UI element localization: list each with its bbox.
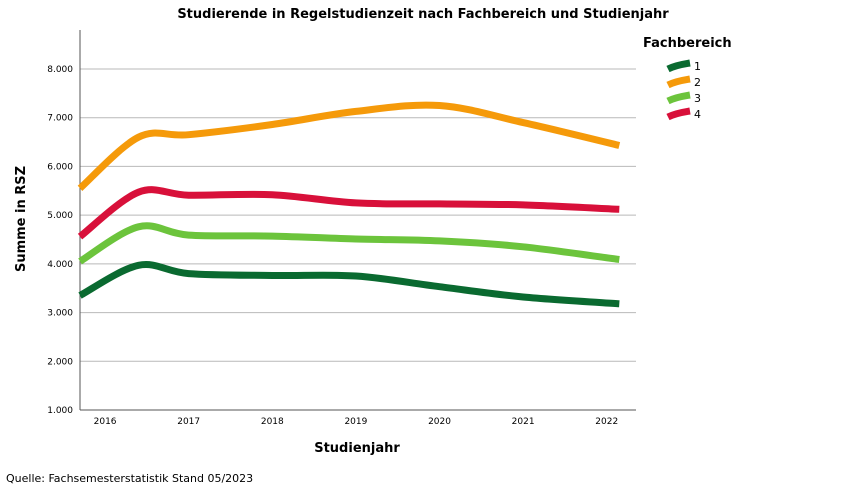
legend-title: Fachbereich	[643, 36, 732, 51]
axes	[79, 30, 636, 411]
y-tick-label: 2.000	[47, 357, 73, 367]
y-tick-label: 4.000	[47, 260, 73, 270]
legend-swatch-3	[666, 91, 691, 105]
x-tick-label: 2022	[595, 417, 618, 427]
y-tick-label: 7.000	[47, 114, 73, 124]
series-lines	[77, 101, 621, 308]
legend-label-4: 4	[694, 108, 701, 121]
y-tick-label: 3.000	[47, 309, 73, 319]
x-tick-labels: 2016 2017 2018 2019 2020 2021 2022	[94, 417, 619, 427]
series-line-4	[77, 186, 620, 240]
x-tick-label: 2016	[94, 417, 117, 427]
source-note: Quelle: Fachsemesterstatistik Stand 05/2…	[6, 472, 254, 485]
series-line-3	[78, 222, 620, 265]
y-tick-labels: 1.000 2.000 3.000 4.000 5.000 6.000 7.000 8.000	[47, 65, 73, 416]
legend-swatch-1	[666, 59, 691, 73]
y-tick-label: 1.000	[47, 406, 73, 416]
series-line-2	[77, 101, 621, 191]
legend-label-2: 2	[694, 76, 701, 89]
y-tick-label: 6.000	[47, 162, 73, 172]
legend-swatch-4	[666, 107, 691, 121]
legend-swatch-2	[666, 75, 691, 89]
x-tick-label: 2020	[428, 417, 451, 427]
gridlines	[80, 68, 636, 362]
legend-items: 1 2 3 4	[666, 59, 701, 121]
legend-label-3: 3	[694, 92, 701, 105]
legend-label-1: 1	[694, 60, 701, 73]
x-axis-title: Studienjahr	[314, 441, 400, 456]
y-axis-title: Summe in RSZ	[14, 166, 29, 272]
legend: Fachbereich 1 2 3 4	[643, 36, 732, 121]
x-tick-label: 2018	[261, 417, 284, 427]
chart-title: Studierende in Regelstudienzeit nach Fac…	[177, 7, 669, 22]
x-tick-label: 2021	[512, 417, 535, 427]
x-tick-label: 2017	[177, 417, 200, 427]
y-tick-label: 8.000	[47, 65, 73, 75]
x-tick-label: 2019	[344, 417, 367, 427]
y-tick-label: 5.000	[47, 211, 73, 221]
series-line-1	[78, 261, 620, 308]
